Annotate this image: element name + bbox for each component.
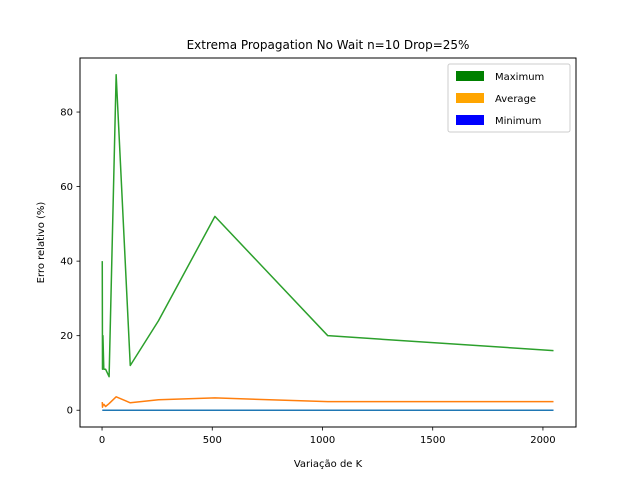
x-axis: 0 500 1000 1500 2000 (99, 427, 556, 446)
y-tick-label-1: 20 (60, 331, 73, 342)
y-tick-label-0: 0 (67, 406, 73, 417)
y-axis: 0 20 40 60 80 (60, 108, 80, 417)
plot-frame (79, 57, 577, 428)
legend-swatch-2 (456, 115, 484, 125)
x-tick-label-1: 500 (203, 435, 222, 446)
chart-title: Extrema Propagation No Wait n=10 Drop=25… (187, 38, 470, 52)
series-line-1 (101, 396, 554, 408)
x-tick-label-3: 1500 (420, 435, 445, 446)
plot-lines (101, 74, 554, 411)
y-tick-label-4: 80 (60, 108, 73, 119)
legend-swatch-1 (456, 93, 484, 103)
x-tick-label-4: 2000 (530, 435, 555, 446)
legend-label-2: Minimum (495, 116, 541, 127)
x-tick-label-0: 0 (99, 435, 105, 446)
y-axis-label: Erro relativo (%) (36, 202, 47, 284)
series-line-0 (101, 74, 554, 378)
legend-swatch-0 (456, 71, 484, 81)
legend: Maximum Average Minimum (447, 63, 571, 133)
legend-label-0: Maximum (495, 72, 544, 83)
x-tick-label-2: 1000 (310, 435, 335, 446)
y-tick-label-3: 60 (60, 182, 73, 193)
x-axis-label: Variação de K (294, 459, 363, 470)
legend-label-1: Average (495, 94, 536, 105)
y-tick-label-2: 40 (60, 257, 73, 268)
